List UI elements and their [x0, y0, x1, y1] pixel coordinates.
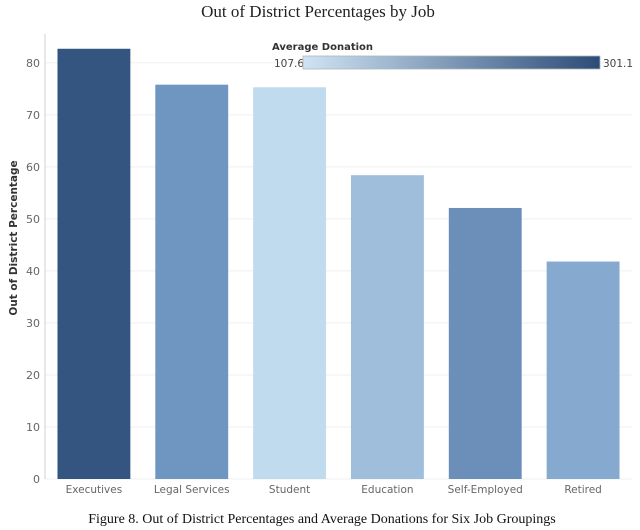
legend-title: Average Donation — [272, 42, 373, 53]
chart-title: Out of District Percentages by Job — [201, 2, 435, 21]
figure-caption: Figure 8. Out of District Percentages an… — [88, 512, 556, 527]
legend-gradient-bar — [302, 55, 601, 70]
y-axis-ticks: 0 10 20 30 40 50 60 70 80 — [26, 57, 40, 486]
bar-education — [350, 175, 424, 479]
bar-legal-services — [155, 84, 229, 480]
bar-self-employed — [448, 207, 522, 480]
y-tick-label: 10 — [26, 421, 40, 434]
x-tick-label: Student — [269, 484, 310, 496]
y-tick-label: 80 — [26, 57, 40, 70]
legend-min-label: 107.6 — [274, 58, 304, 70]
x-tick-label: Retired — [564, 484, 602, 496]
bar-executives — [57, 48, 131, 480]
bars — [57, 48, 620, 480]
gridlines — [45, 62, 632, 480]
y-tick-label: 20 — [26, 369, 40, 382]
x-axis-labels: Executives Legal Services Student Education… — [66, 484, 602, 496]
x-tick-label: Education — [361, 484, 413, 496]
x-tick-label: Legal Services — [154, 484, 230, 496]
y-tick-label: 40 — [26, 265, 40, 278]
legend-max-label: 301.1 — [603, 58, 633, 70]
y-axis-label: Out of District Percentage — [8, 160, 20, 315]
x-tick-label: Executives — [66, 484, 123, 496]
bar-retired — [546, 261, 620, 479]
x-tick-label: Self-Employed — [448, 484, 523, 496]
y-tick-label: 50 — [26, 213, 40, 226]
y-tick-label: 30 — [26, 317, 40, 330]
y-tick-label: 70 — [26, 109, 40, 122]
y-tick-label: 0 — [33, 473, 40, 486]
y-tick-label: 60 — [26, 161, 40, 174]
color-legend: Average Donation 107.6 301.1 — [272, 42, 633, 70]
bar-student — [253, 87, 327, 479]
